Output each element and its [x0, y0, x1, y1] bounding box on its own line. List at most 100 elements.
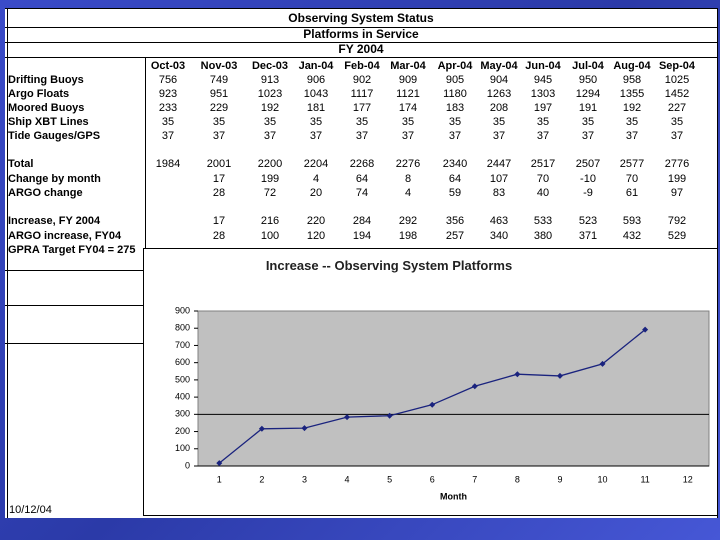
- cell: 2577: [619, 158, 645, 170]
- cell: 35: [212, 116, 226, 128]
- cell: 120: [306, 230, 326, 242]
- y-tick-label: 200: [175, 426, 190, 436]
- cell: 35: [309, 116, 323, 128]
- cell: 35: [670, 116, 684, 128]
- cell: 356: [445, 215, 465, 227]
- cell: 35: [492, 116, 506, 128]
- cell: 194: [352, 230, 372, 242]
- cell: 905: [445, 74, 465, 86]
- data-point: [556, 372, 563, 379]
- cell: 792: [667, 215, 687, 227]
- data-point: [386, 412, 393, 419]
- cell: 951: [209, 88, 229, 100]
- table-title: FY 2004: [338, 42, 384, 56]
- cell: 37: [212, 130, 226, 142]
- row-label: Total: [8, 158, 34, 170]
- cell: 909: [398, 74, 418, 86]
- y-tick-label: 400: [175, 391, 190, 401]
- cell: 2268: [349, 158, 375, 170]
- cell: 913: [260, 74, 280, 86]
- cell: 37: [536, 130, 550, 142]
- date: 10/12/04: [9, 504, 52, 516]
- cell: 227: [667, 102, 687, 114]
- row-label: Change by month: [8, 173, 101, 185]
- cell: 950: [578, 74, 598, 86]
- cell: 74: [355, 187, 369, 199]
- cell: 2276: [395, 158, 421, 170]
- cell: 37: [581, 130, 595, 142]
- cell: 4: [404, 187, 412, 199]
- row-label: Ship XBT Lines: [8, 116, 89, 128]
- column-header: Oct-03: [150, 60, 186, 72]
- cell: 1294: [575, 88, 601, 100]
- cell: 37: [263, 130, 277, 142]
- cell: 72: [263, 187, 277, 199]
- cell: 1355: [619, 88, 645, 100]
- cell: 1984: [155, 158, 181, 170]
- cell: 257: [445, 230, 465, 242]
- data-point: [642, 326, 649, 333]
- cell: 902: [352, 74, 372, 86]
- cell: 97: [670, 187, 684, 199]
- cell: 2507: [575, 158, 601, 170]
- cell: 183: [445, 102, 465, 114]
- cell: 37: [492, 130, 506, 142]
- y-tick-label: 0: [185, 460, 190, 470]
- grid-line: [145, 57, 146, 257]
- cell: 17: [212, 173, 226, 185]
- cell: 37: [448, 130, 462, 142]
- cell: 64: [355, 173, 369, 185]
- cell: 70: [625, 173, 639, 185]
- cell: 593: [622, 215, 642, 227]
- cell: 37: [309, 130, 323, 142]
- cell: 1180: [443, 88, 467, 100]
- x-axis-label: Month: [440, 491, 467, 501]
- cell: 371: [578, 230, 598, 242]
- column-header: Jun-04: [525, 60, 561, 72]
- row-label: Drifting Buoys: [8, 74, 84, 86]
- cell: 8: [404, 173, 412, 185]
- x-tick-label: 8: [515, 474, 520, 484]
- data-point: [471, 383, 478, 390]
- chart: Increase -- Observing System Platforms 0…: [143, 248, 718, 516]
- cell: 2447: [486, 158, 512, 170]
- cell: 2200: [257, 158, 283, 170]
- column-header: Feb-04: [344, 60, 380, 72]
- column-header: Apr-04: [437, 60, 473, 72]
- grid-line: [7, 8, 8, 518]
- cell: 904: [489, 74, 509, 86]
- x-tick-label: 1: [217, 474, 222, 484]
- cell: 1121: [396, 88, 420, 100]
- x-tick-label: 12: [683, 474, 693, 484]
- cell: 529: [667, 230, 687, 242]
- data-point: [216, 460, 223, 467]
- y-tick-label: 700: [175, 340, 190, 350]
- cell: 35: [625, 116, 639, 128]
- cell: 35: [401, 116, 415, 128]
- cell: 35: [355, 116, 369, 128]
- x-tick-label: 10: [598, 474, 608, 484]
- row-label: ARGO increase, FY04: [8, 230, 122, 242]
- cell: 37: [355, 130, 369, 142]
- y-tick-label: 600: [175, 357, 190, 367]
- row-label: GPRA Target FY04 = 275: [8, 244, 136, 256]
- y-tick-label: 800: [175, 323, 190, 333]
- cell: 61: [625, 187, 639, 199]
- column-header: Nov-03: [200, 60, 238, 72]
- cell: 70: [536, 173, 550, 185]
- cell: 923: [158, 88, 178, 100]
- cell: 208: [489, 102, 509, 114]
- cell: 35: [581, 116, 595, 128]
- cell: 1452: [664, 88, 690, 100]
- cell: 1263: [486, 88, 512, 100]
- cell: 463: [489, 215, 509, 227]
- cell: 17: [212, 215, 226, 227]
- cell: 28: [212, 230, 226, 242]
- cell: 340: [489, 230, 509, 242]
- x-tick-label: 6: [430, 474, 435, 484]
- column-header: Aug-04: [613, 60, 651, 72]
- cell: 4: [312, 173, 320, 185]
- cell: 40: [536, 187, 550, 199]
- column-header: Jul-04: [572, 60, 604, 72]
